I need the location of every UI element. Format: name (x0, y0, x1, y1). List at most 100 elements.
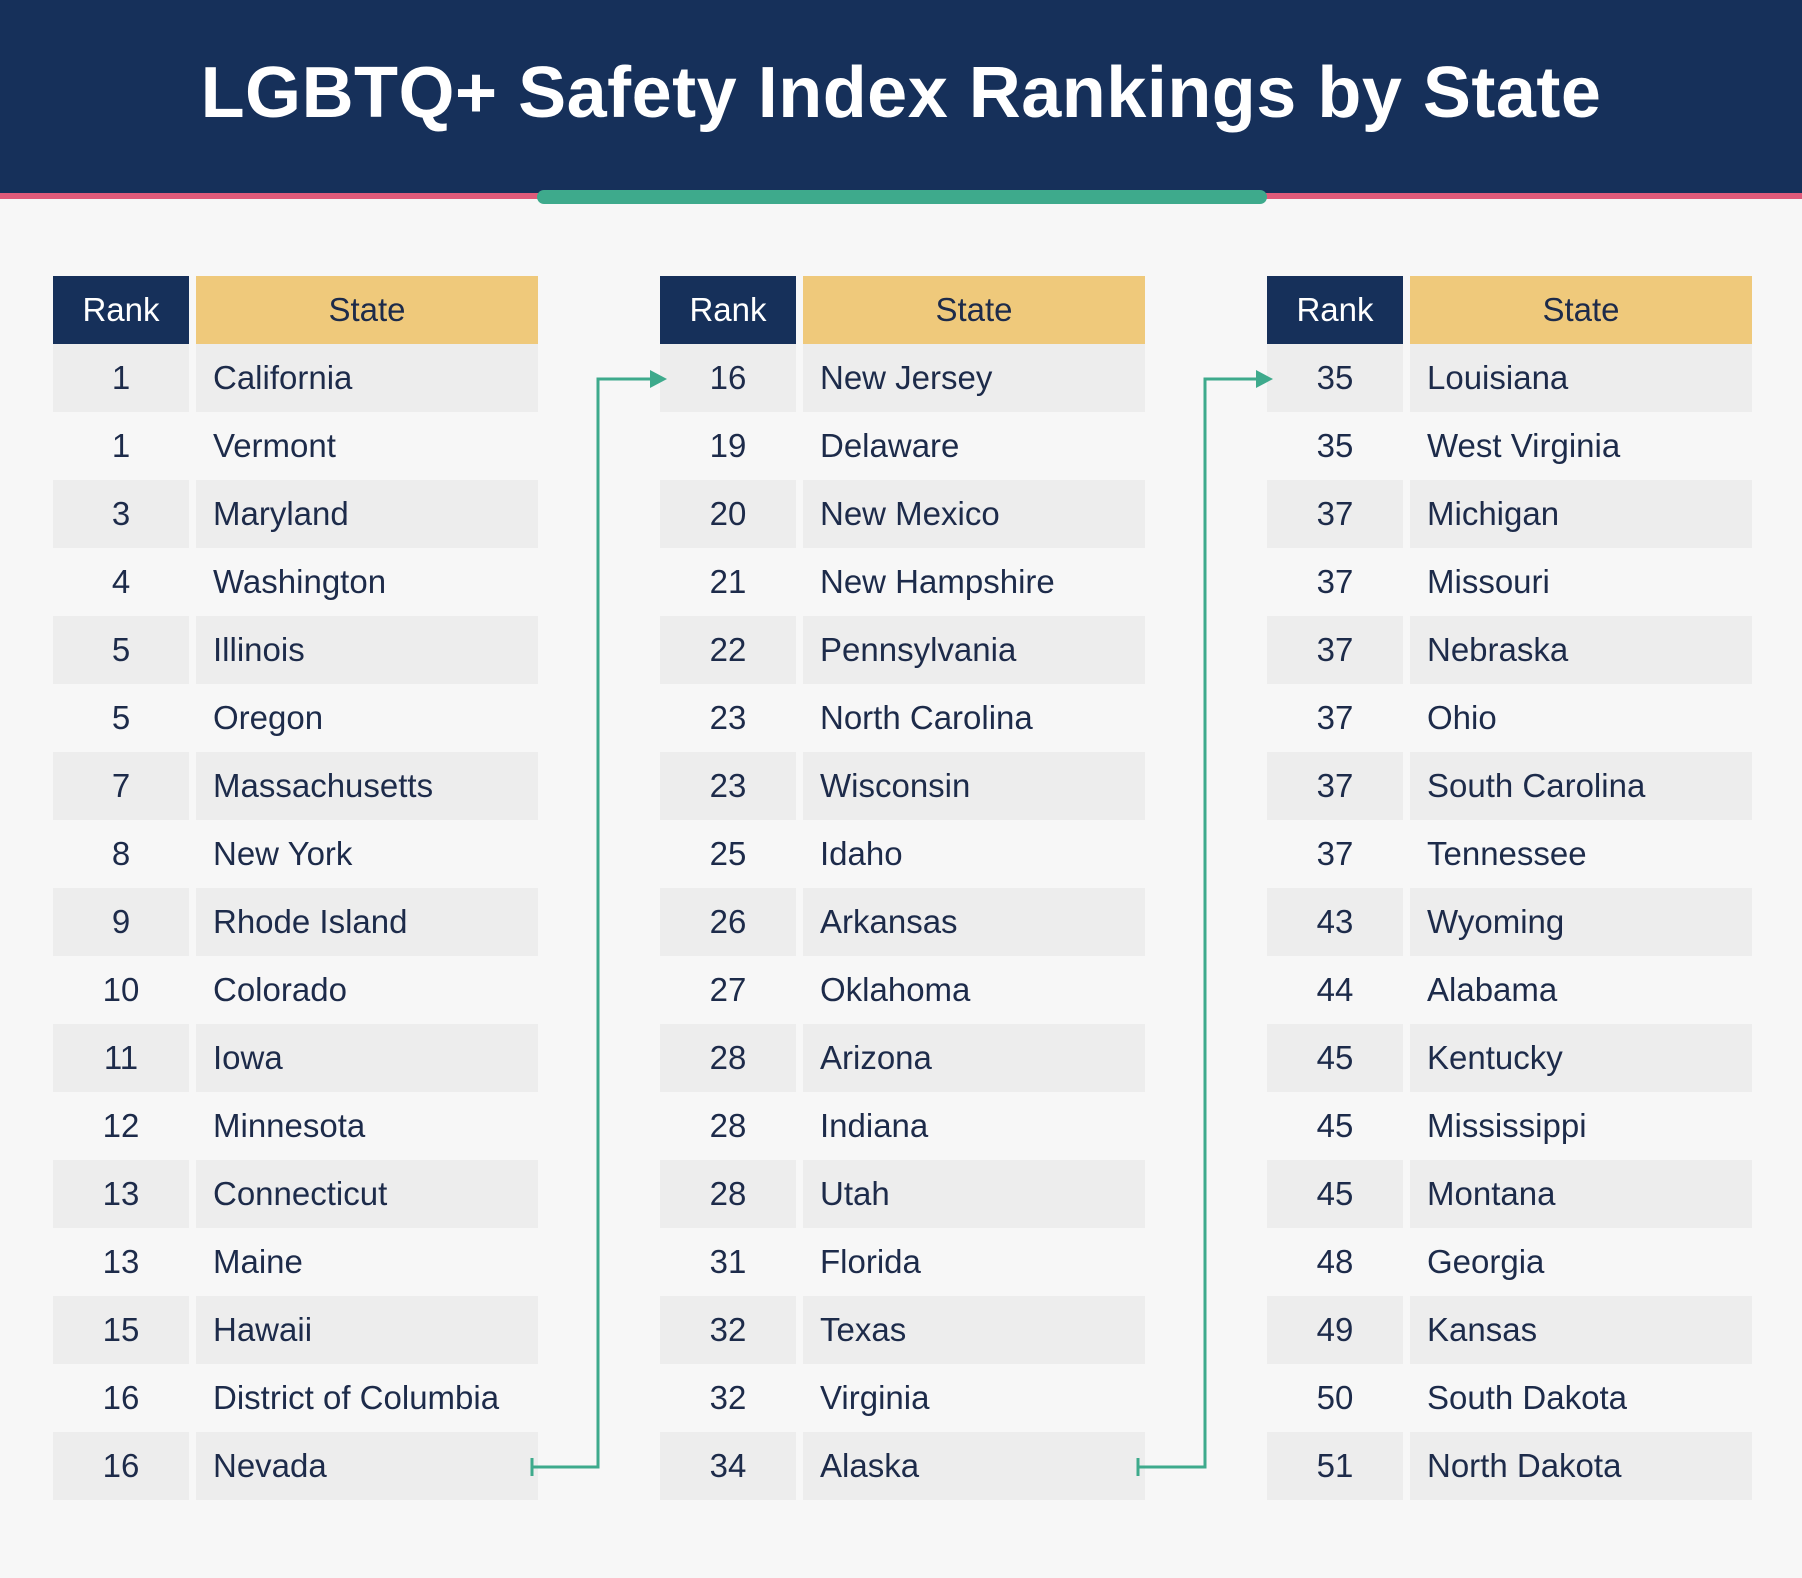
state-cell: Mississippi (1427, 1107, 1587, 1144)
state-cell: Colorado (213, 971, 347, 1008)
table-row: 49 Kansas (1267, 1296, 1752, 1364)
table-row: 22 Pennsylvania (660, 616, 1145, 684)
state-cell: Delaware (820, 427, 960, 464)
state-cell: New York (213, 835, 353, 872)
table-row: 37 Nebraska (1267, 616, 1752, 684)
state-cell: Missouri (1427, 563, 1550, 600)
state-column-header: State (196, 276, 538, 344)
state-cell: Rhode Island (196, 888, 538, 956)
table-row: 45 Kentucky (1267, 1024, 1752, 1092)
table-row: 28 Arizona (660, 1024, 1145, 1092)
rank-column-header: Rank (1267, 276, 1403, 344)
table-row: 43 Wyoming (1267, 888, 1752, 956)
state-cell: Maine (213, 1243, 303, 1280)
table-row: 37 Ohio (1267, 684, 1752, 752)
state-cell: Minnesota (213, 1107, 366, 1144)
table-row: 28 Utah (660, 1160, 1145, 1228)
table-row: 45 Montana (1267, 1160, 1752, 1228)
state-cell: New Jersey (803, 344, 1145, 412)
state-cell: Kansas (1410, 1296, 1752, 1364)
rank-cell: 1 (111, 427, 131, 464)
rank-cell: 22 (660, 616, 796, 684)
state-cell: Tennessee (1427, 835, 1587, 872)
table-header-row: Rank State (1267, 276, 1752, 344)
state-cell: Ohio (1427, 699, 1497, 736)
state-cell: Montana (1410, 1160, 1752, 1228)
state-cell: Kentucky (1410, 1024, 1752, 1092)
rank-cell: 35 (1267, 344, 1403, 412)
rank-cell: 48 (1316, 1243, 1354, 1280)
rank-cell: 51 (1267, 1432, 1403, 1500)
continuation-arrowhead-2 (1256, 370, 1273, 388)
state-cell: Alabama (1427, 971, 1558, 1008)
rank-cell: 37 (1316, 563, 1354, 600)
rank-cell: 4 (111, 563, 131, 600)
rank-column-header: Rank (53, 276, 189, 344)
continuation-arrow-1 (532, 377, 656, 1469)
state-cell: North Dakota (1410, 1432, 1752, 1500)
table-row: 23 Wisconsin (660, 752, 1145, 820)
state-cell: Illinois (196, 616, 538, 684)
table-row: 44 Alabama (1267, 956, 1752, 1024)
rank-column-header: Rank (660, 276, 796, 344)
table-row: 23 North Carolina (660, 684, 1145, 752)
rank-cell: 3 (53, 480, 189, 548)
rank-table-1: Rank State 1 California 1 Vermont 3 Maryland 4 Wa… (53, 276, 538, 1500)
state-cell: Wisconsin (803, 752, 1145, 820)
state-cell: Idaho (820, 835, 903, 872)
table-row: 19 Delaware (660, 412, 1145, 480)
table-row: 5 Oregon (53, 684, 538, 752)
state-cell: Utah (803, 1160, 1145, 1228)
rank-cell: 45 (1316, 1107, 1354, 1144)
rank-cell: 49 (1267, 1296, 1403, 1364)
rank-cell: 16 (53, 1432, 189, 1500)
table-row: 5 Illinois (53, 616, 538, 684)
table-row: 37 Tennessee (1267, 820, 1752, 888)
state-cell: Hawaii (196, 1296, 538, 1364)
rank-cell: 15 (53, 1296, 189, 1364)
rank-cell: 27 (709, 971, 747, 1008)
state-cell: Nevada (196, 1432, 538, 1500)
table-row: 34 Alaska (660, 1432, 1145, 1500)
state-cell: Connecticut (196, 1160, 538, 1228)
rank-cell: 50 (1316, 1379, 1354, 1416)
rank-cell: 44 (1316, 971, 1354, 1008)
table-row: 13 Connecticut (53, 1160, 538, 1228)
state-cell: Pennsylvania (803, 616, 1145, 684)
table-row: 9 Rhode Island (53, 888, 538, 956)
state-cell: Arizona (803, 1024, 1145, 1092)
table-row: 50 South Dakota (1267, 1364, 1752, 1432)
state-cell: Oregon (213, 699, 324, 736)
rank-cell: 43 (1267, 888, 1403, 956)
state-cell: Wyoming (1410, 888, 1752, 956)
table-row: 32 Virginia (660, 1364, 1145, 1432)
state-cell: Massachusetts (196, 752, 538, 820)
state-cell: New Mexico (803, 480, 1145, 548)
table-row: 31 Florida (660, 1228, 1145, 1296)
rank-cell: 37 (1267, 480, 1403, 548)
state-cell: Maryland (196, 480, 538, 548)
table-row: 10 Colorado (53, 956, 538, 1024)
table-header-row: Rank State (660, 276, 1145, 344)
rank-table-2: Rank State 16 New Jersey 19 Delaware 20 New Mex… (660, 276, 1145, 1500)
state-cell: California (196, 344, 538, 412)
table-row: 37 South Carolina (1267, 752, 1752, 820)
state-cell: New Hampshire (820, 563, 1055, 600)
table-row: 7 Massachusetts (53, 752, 538, 820)
rank-cell: 23 (709, 699, 747, 736)
state-cell: Vermont (213, 427, 336, 464)
table-row: 26 Arkansas (660, 888, 1145, 956)
table-row: 4 Washington (53, 548, 538, 616)
rank-cell: 35 (1316, 427, 1354, 464)
rank-cell: 34 (660, 1432, 796, 1500)
rank-cell: 37 (1316, 835, 1354, 872)
page-title: LGBTQ+ Safety Index Rankings by State (200, 53, 1602, 133)
table-row: 21 New Hampshire (660, 548, 1145, 616)
table-row: 45 Mississippi (1267, 1092, 1752, 1160)
rank-cell: 5 (53, 616, 189, 684)
header-banner: LGBTQ+ Safety Index Rankings by State (0, 0, 1802, 199)
state-cell: Texas (803, 1296, 1145, 1364)
table-row: 35 Louisiana (1267, 344, 1752, 412)
state-cell: South Dakota (1427, 1379, 1627, 1416)
state-cell: Georgia (1427, 1243, 1545, 1280)
